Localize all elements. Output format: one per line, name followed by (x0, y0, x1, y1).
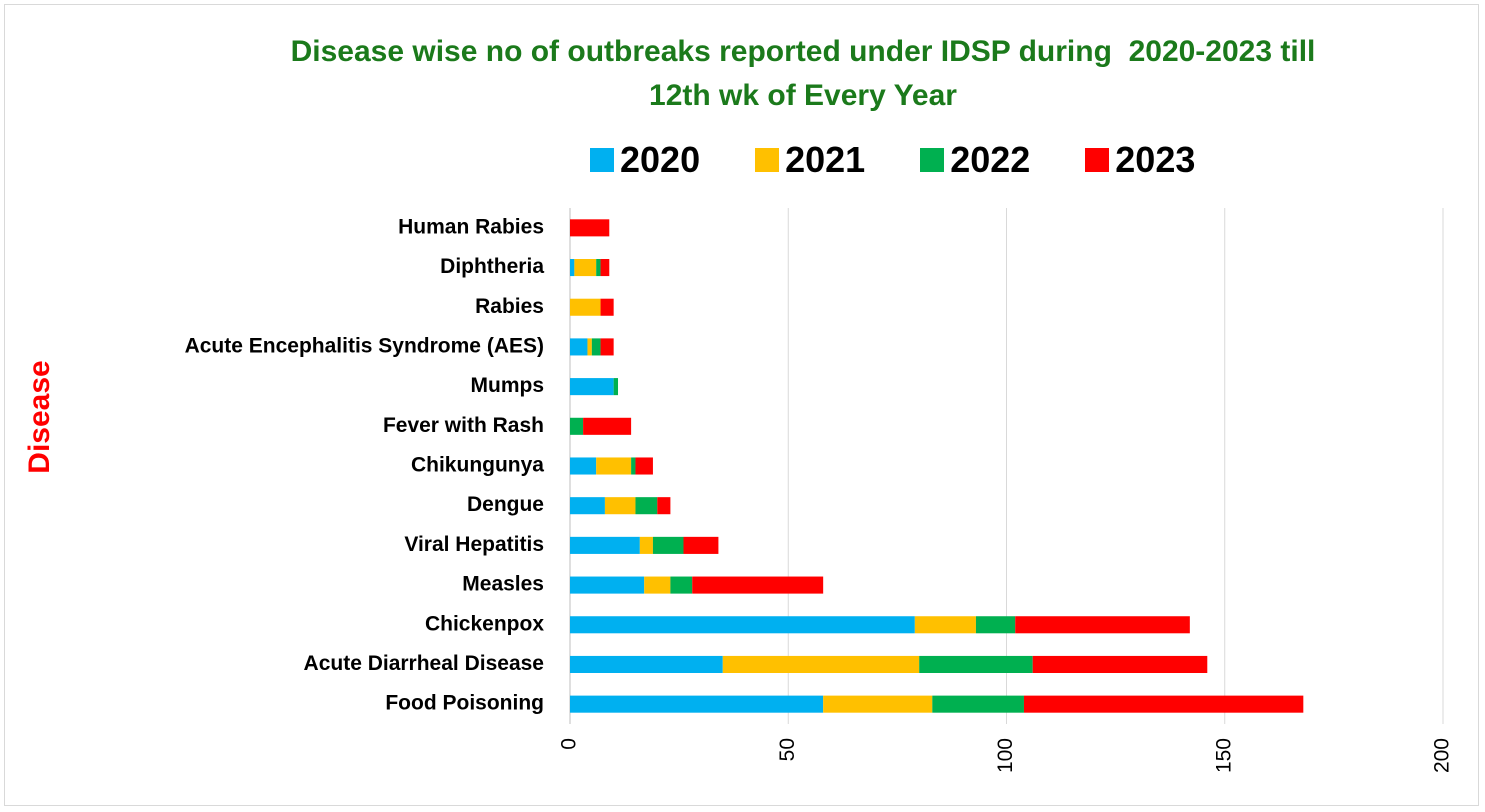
bar-2022-food-poisoning (932, 695, 1024, 713)
bar-2023-human-rabies (570, 219, 610, 237)
bar-2020-mumps (570, 378, 614, 396)
bar-2022-measles (670, 576, 693, 594)
category-label: Chickenpox (425, 612, 544, 635)
bar-2022-acute-diarrheal-disease (919, 655, 1033, 673)
legend-item-2023: 2023 (1085, 139, 1195, 181)
bar-2022-diphtheria (596, 259, 601, 277)
bar-2021-viral-hepatitis (639, 536, 653, 554)
bar-2020-chikungunya (570, 457, 597, 475)
bar-2022-chickenpox (975, 616, 1016, 634)
bar-2023-rabies (600, 298, 614, 316)
category-label: Food Poisoning (385, 692, 544, 715)
bar-2021-chikungunya (596, 457, 632, 475)
bar-2020-chickenpox (570, 616, 915, 634)
bar-2021-food-poisoning (823, 695, 933, 713)
bar-2021-dengue (604, 497, 636, 515)
bar-2020-viral-hepatitis (570, 536, 640, 554)
bar-2021-measles (644, 576, 671, 594)
bar-2020-measles (570, 576, 645, 594)
legend-item-2022: 2022 (920, 139, 1030, 181)
bar-2021-acute-encephalitis-syndrome-aes (587, 338, 592, 356)
legend-label-2022: 2022 (950, 139, 1031, 180)
bar-2023-diphtheria (600, 259, 610, 277)
bar-2020-acute-encephalitis-syndrome-aes (570, 338, 588, 356)
legend-item-2021: 2021 (755, 139, 865, 181)
bar-2022-fever-with-rash (570, 417, 584, 435)
bar-2022-viral-hepatitis (652, 536, 684, 554)
bar-2023-viral-hepatitis (683, 536, 719, 554)
bar-2020-acute-diarrheal-disease (570, 655, 723, 673)
category-label: Acute Diarrheal Disease (304, 652, 544, 675)
category-label: Diphtheria (440, 255, 544, 278)
legend-label-2021: 2021 (785, 139, 866, 180)
bar-2020-food-poisoning (570, 695, 824, 713)
bar-2023-acute-encephalitis-syndrome-aes (600, 338, 614, 356)
x-tick-label: 150 (1212, 738, 1235, 773)
legend: 2020 2021 2022 2023 (590, 139, 1250, 181)
legend-swatch-2020 (590, 148, 614, 172)
bar-2021-rabies (570, 298, 601, 316)
bar-2021-diphtheria (574, 259, 597, 277)
bar-2023-acute-diarrheal-disease (1032, 655, 1208, 673)
legend-swatch-2021 (755, 148, 780, 172)
x-tick-label: 200 (1431, 738, 1454, 773)
bar-2023-chikungunya (635, 457, 653, 475)
category-label: Viral Hepatitis (404, 533, 544, 556)
legend-swatch-2023 (1085, 148, 1110, 172)
bar-2020-dengue (570, 497, 605, 515)
category-label: Chikungunya (411, 454, 544, 477)
bar-2023-chickenpox (1015, 616, 1190, 634)
bar-2022-dengue (635, 497, 658, 515)
x-tick-label: 50 (776, 738, 799, 761)
bar-2022-acute-encephalitis-syndrome-aes (591, 338, 601, 356)
category-label: Human Rabies (398, 215, 544, 238)
category-label: Rabies (475, 295, 544, 318)
bar-2022-mumps (613, 378, 619, 396)
legend-item-2020: 2020 (590, 139, 700, 181)
legend-label-2023: 2023 (1115, 139, 1196, 180)
chart-title: Disease wise no of outbreaks reported un… (290, 35, 1316, 112)
category-label: Fever with Rash (383, 414, 544, 437)
x-tick-label: 0 (558, 738, 581, 750)
category-label: Measles (462, 573, 544, 596)
legend-swatch-2022 (920, 148, 945, 172)
bar-2021-acute-diarrheal-disease (722, 655, 920, 673)
bar-2020-diphtheria (570, 259, 575, 277)
bar-2021-chickenpox (914, 616, 976, 634)
legend-label-2020: 2020 (620, 139, 701, 180)
bar-2023-fever-with-rash (583, 417, 632, 435)
category-label: Acute Encephalitis Syndrome (AES) (185, 334, 544, 357)
bar-2023-dengue (657, 497, 671, 515)
category-label: Dengue (467, 493, 544, 516)
bar-2023-food-poisoning (1023, 695, 1304, 713)
bar-2022-chikungunya (631, 457, 636, 475)
category-label: Mumps (471, 374, 545, 397)
bar-2023-measles (692, 576, 824, 594)
x-tick-label: 100 (994, 738, 1017, 773)
